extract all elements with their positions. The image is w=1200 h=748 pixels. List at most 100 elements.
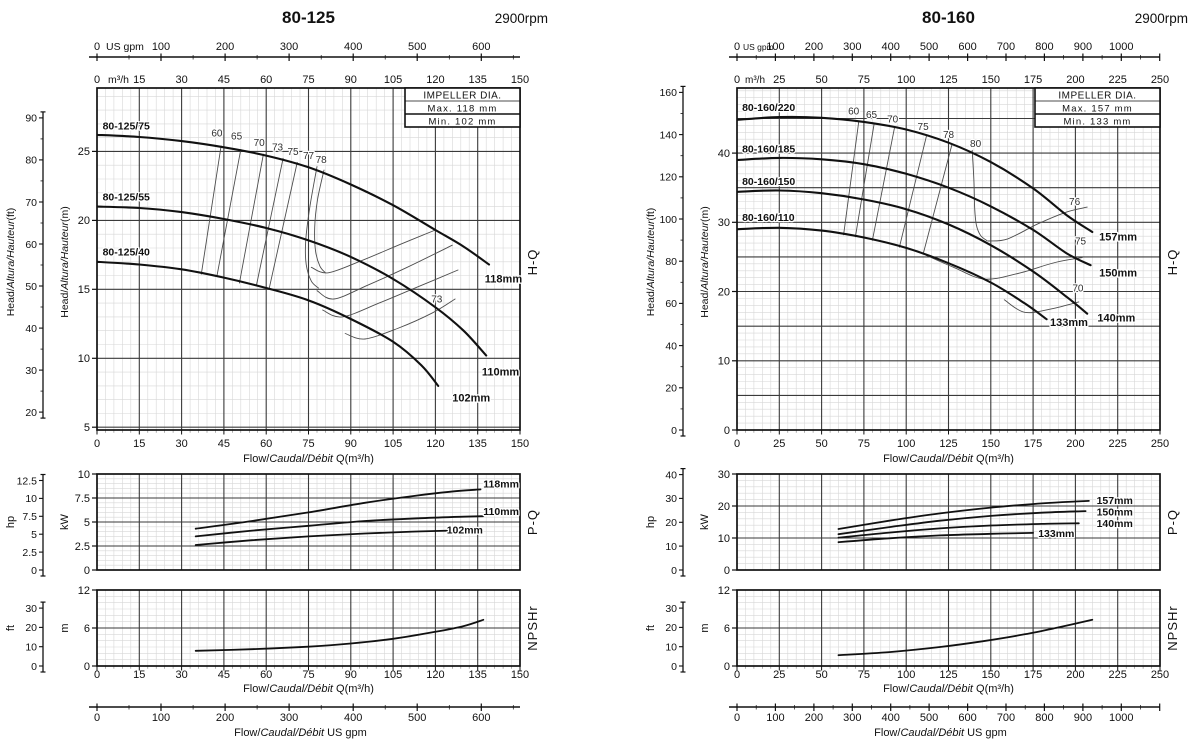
pq-dia-label-102mm: 102mm	[447, 525, 483, 537]
eff-label-70: 70	[1072, 284, 1084, 295]
m3h-tick-label: 100	[897, 74, 915, 86]
hq-curve-102mm	[97, 260, 440, 387]
npshr-m-axis-title: m	[699, 623, 711, 632]
impeller-table-header: IMPELLER DIA.	[1058, 91, 1136, 102]
head-ft-axis-title: Head/Altura/Hauteur(ft)	[645, 208, 657, 317]
npshr-grid	[96, 590, 521, 671]
tick-label: 100	[897, 438, 915, 450]
npshr-ft-axis-title: ft	[645, 625, 657, 631]
tick-label: 135	[469, 438, 487, 450]
gpm-unit-label: US gpm	[743, 42, 774, 52]
impeller-min-dia: Min. 133 mm	[1063, 117, 1131, 128]
tick-label: 5	[84, 517, 90, 529]
gpm-bottom-axis: 0 100 200 300 400 500 600 700 800 900 1000 Flow/Cau…	[729, 703, 1161, 739]
dia-label-157mm: 157mm	[1099, 231, 1137, 243]
gpm-tick-label: 100	[152, 41, 170, 53]
eff-arc-0	[987, 206, 1088, 242]
pq-grid	[97, 474, 520, 570]
pq-dia-label-133mm: 133mm	[1038, 528, 1074, 540]
pq-side-label: P-Q	[525, 509, 540, 535]
tick-label: 120	[426, 669, 444, 681]
head-m-axis-title: Head/Altura/Hauteur(m)	[699, 206, 711, 317]
tick-label: 15	[133, 669, 145, 681]
pq-curve-157mm	[837, 500, 1090, 530]
tick-label: 40	[25, 323, 37, 335]
tick-label: 30	[25, 603, 37, 615]
gpm-top-axis: 0 100 200 300 400 500 600 700 800 900 1000 US gpm	[729, 41, 1161, 61]
eff-arc-3	[344, 298, 456, 340]
curve-name-80-125/40: 80-125/40	[103, 247, 150, 259]
gpm-tick-label: 200	[216, 712, 234, 724]
gpm-tick-label: 200	[805, 712, 823, 724]
pq-left-axes: 0 2.5 5 7.5 10 12.5 0 2.5 5 7.5 10 hp kW	[5, 469, 97, 577]
impeller-max-dia: Max. 157 mm	[1062, 104, 1133, 115]
tick-label: 0	[671, 425, 677, 437]
tick-label: 175	[1024, 669, 1042, 681]
tick-label: 45	[218, 669, 230, 681]
gpm-tick-label: 500	[408, 41, 426, 53]
head-m-axis-title: Head/Altura/Hauteur(m)	[59, 206, 71, 317]
m3h-tick-label: 150	[982, 74, 1000, 86]
panel-rpm-label: 2900rpm	[1134, 11, 1188, 26]
tick-label: 20	[665, 383, 677, 395]
tick-label: 80	[665, 256, 677, 268]
m3h-tick-label: 200	[1066, 74, 1084, 86]
tick-label: 0	[84, 661, 90, 673]
gpm-tick-label: 300	[280, 712, 298, 724]
efficiency-contours: 60 65 70 75 78 80 76 75 70	[843, 105, 1088, 314]
m3h-tick-label: 120	[426, 74, 444, 86]
tick-label: 10	[25, 493, 37, 505]
impeller-table-header: IMPELLER DIA.	[423, 91, 501, 102]
m3h-tick-label: 75	[302, 74, 314, 86]
tick-label: 0	[671, 661, 677, 673]
tick-label: 7.5	[22, 511, 37, 523]
pq-dia-label-157mm: 157mm	[1097, 495, 1133, 507]
gpm-axis-title: Flow/Caudal/Débit US gpm	[234, 727, 367, 739]
tick-label: 90	[345, 669, 357, 681]
tick-label: 50	[815, 438, 827, 450]
hq-curve-110mm	[97, 205, 488, 357]
tick-label: 50	[815, 669, 827, 681]
tick-label: 200	[1066, 669, 1084, 681]
m3h-tick-label: 30	[175, 74, 187, 86]
eff-label-70: 70	[887, 115, 899, 126]
panel-title: 80-125	[282, 8, 335, 27]
eff-line-65	[854, 123, 875, 238]
hq-left-axes: 20 30 40 50 60 70 80 90 5 10 15 20 25 Head/Altura/Hau…	[5, 111, 97, 434]
tick-label: 100	[659, 214, 677, 226]
pq-side-label: P-Q	[1165, 509, 1180, 535]
curve-name-80-160/110: 80-160/110	[742, 212, 795, 224]
tick-label: 225	[1109, 438, 1127, 450]
tick-label: 60	[260, 669, 272, 681]
dia-label-140mm: 140mm	[1097, 312, 1135, 324]
tick-label: 135	[469, 669, 487, 681]
tick-label: 90	[345, 438, 357, 450]
tick-label: 70	[25, 197, 37, 209]
gpm-tick-label: 400	[344, 712, 362, 724]
hq-x-axis-labels: 0 15 30 45 60 75 90 105 120 135 150 Flow/Caudal/Déb…	[94, 438, 529, 465]
hq-curve-140mm	[737, 189, 1089, 315]
hq-x-axis-title: Flow/Caudal/Débit Q(m³/h)	[243, 453, 374, 465]
eff-arc-1	[926, 255, 1083, 280]
gpm-tick-label: 0	[94, 712, 100, 724]
m3h-tick-label: 125	[939, 74, 957, 86]
gpm-tick-label: 100	[766, 712, 784, 724]
tick-label: 5	[31, 529, 37, 541]
tick-label: 30	[665, 603, 677, 615]
tick-label: 40	[718, 148, 730, 160]
gpm-tick-label: 200	[805, 41, 823, 53]
panel-80-125: 0 100 200 300 400 500 600 US gpm 0 15 30 45 60 75 90 10…	[5, 8, 548, 739]
hq-left-axes: 0 20 40 60 80 100 120 140 160 0 10 20 30 40 Head/Altur…	[645, 85, 737, 437]
tick-label: 90	[25, 113, 37, 125]
hq-border	[96, 87, 521, 431]
tick-label: 0	[724, 565, 730, 577]
tick-label: 150	[982, 669, 1000, 681]
tick-label: 80	[25, 155, 37, 167]
tick-label: 0	[94, 669, 100, 681]
npshr-side-label: NPSHr	[525, 605, 540, 650]
panel-80-160: 0 100 200 300 400 500 600 700 800 900 1000 US gpm 0 2…	[640, 0, 1200, 748]
tick-label: 10	[78, 353, 90, 365]
tick-label: 0	[31, 565, 37, 577]
